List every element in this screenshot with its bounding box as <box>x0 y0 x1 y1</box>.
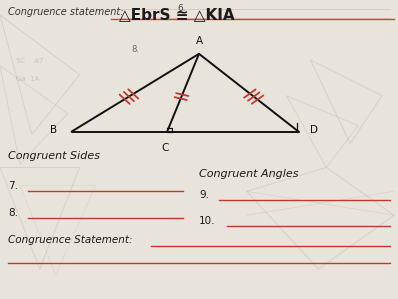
Text: Congruence Statement:: Congruence Statement: <box>8 235 133 245</box>
Text: Congruence statement:: Congruence statement: <box>8 7 123 17</box>
Text: D: D <box>310 125 318 135</box>
Text: 10.: 10. <box>199 216 215 226</box>
Text: 6.: 6. <box>177 4 186 13</box>
Text: 9.: 9. <box>199 190 209 200</box>
Text: A: A <box>195 36 203 46</box>
Text: △EbrS ≅ △KIA: △EbrS ≅ △KIA <box>119 7 235 22</box>
Text: Congruent Sides: Congruent Sides <box>8 151 100 161</box>
Text: 5C    A7: 5C A7 <box>16 58 43 64</box>
Text: Ga  1A: Ga 1A <box>16 76 39 82</box>
Text: C: C <box>162 143 169 153</box>
Text: 8.: 8. <box>8 208 18 218</box>
Text: B: B <box>50 125 57 135</box>
Text: Congruent Angles: Congruent Angles <box>199 169 298 179</box>
Text: 8.: 8. <box>131 45 139 54</box>
Text: 7.: 7. <box>8 181 18 191</box>
